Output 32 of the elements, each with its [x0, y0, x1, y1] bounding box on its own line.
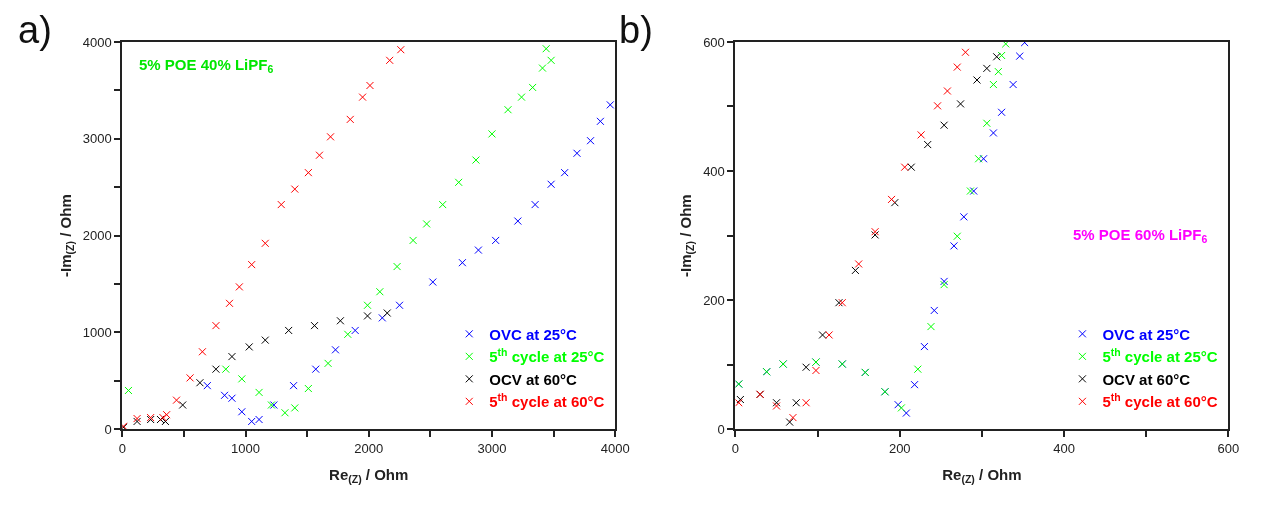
x-tick-label: 1000	[231, 440, 260, 456]
x-tick-label: 200	[888, 440, 911, 456]
x-tick-label: 4000	[600, 440, 630, 456]
legend-label: 5$^{th}$ cycle at 25°C	[489, 345, 605, 366]
chart-title: b)	[619, 9, 653, 51]
legend-label: OVC at 25°C	[1102, 325, 1191, 343]
x-tick-label: 3000	[477, 440, 507, 456]
legend-label: 5$^{th}$ cycle at 25°C	[1102, 345, 1218, 366]
annotation: 5% POE 40% LiPF$_{6}$	[139, 56, 274, 76]
y-tick-label: 1000	[82, 324, 112, 340]
y-tick-label: 3000	[82, 131, 112, 147]
y-tick-label: 200	[703, 292, 725, 308]
y-tick-label: 400	[703, 163, 725, 179]
legend-label: 5$^{th}$ cycle at 60°C	[489, 390, 605, 411]
legend-label: OCV at 60°C	[489, 370, 578, 388]
legend-label: OCV at 60°C	[1102, 370, 1191, 388]
x-tick-label: 2000	[354, 440, 384, 456]
chart-title: a)	[18, 9, 52, 51]
legend-label: OVC at 25°C	[489, 325, 578, 343]
y-tick-label: 0	[717, 421, 725, 437]
legend-label: 5$^{th}$ cycle at 60°C	[1102, 390, 1218, 411]
x-axis-title: Re$_{(Z)}$ / Ohm	[942, 466, 1022, 486]
x-tick-label: 0	[731, 440, 740, 456]
x-axis-title: Re$_{(Z)}$ / Ohm	[329, 466, 409, 486]
y-tick-label: 600	[703, 34, 725, 50]
x-tick-label: 0	[118, 440, 126, 456]
y-tick-label: 2000	[82, 228, 112, 244]
y-tick-label: 0	[104, 421, 112, 437]
annotation: 5% POE 60% LiPF$_{6}$	[1073, 226, 1208, 246]
x-tick-label: 400	[1053, 440, 1075, 456]
x-tick-label: 600	[1217, 440, 1240, 456]
y-tick-label: 4000	[82, 34, 112, 50]
